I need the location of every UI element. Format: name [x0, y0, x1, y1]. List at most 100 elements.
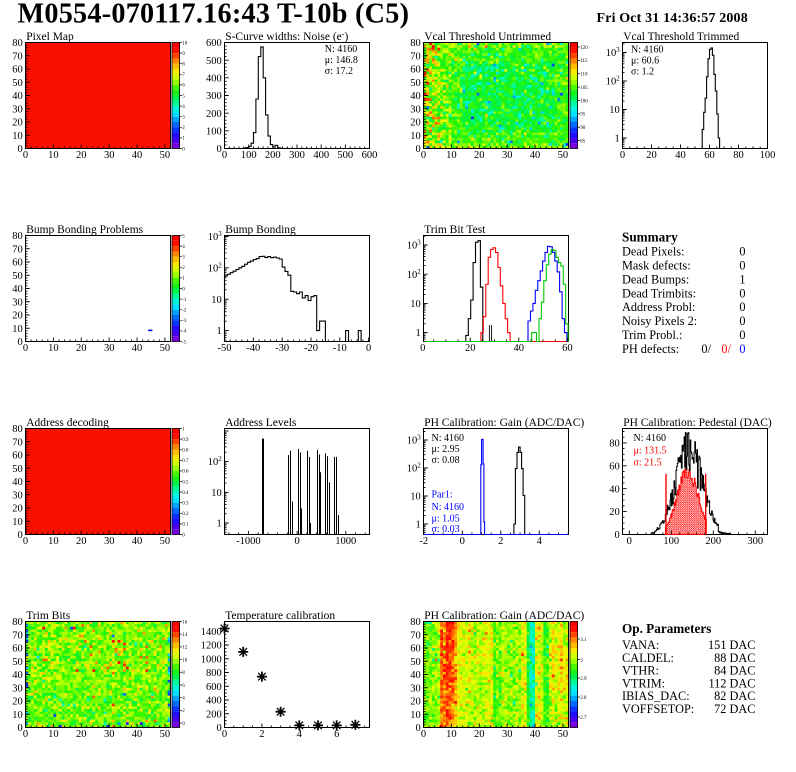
svg-text:9: 9	[182, 52, 185, 57]
svg-text:μ: 60.6: μ: 60.6	[631, 55, 659, 66]
svg-text:0: 0	[23, 343, 28, 354]
svg-text:μ: 146.8: μ: 146.8	[325, 55, 358, 66]
svg-text:10: 10	[12, 710, 23, 721]
svg-text:500: 500	[337, 150, 353, 161]
svg-text:σ: 17.2: σ: 17.2	[325, 66, 353, 77]
svg-text:Address Probl:: Address Probl:	[622, 300, 695, 314]
svg-text:σ: 21.5: σ: 21.5	[634, 458, 662, 469]
svg-text:300: 300	[747, 536, 763, 547]
svg-text:3: 3	[182, 116, 185, 121]
svg-text:2: 2	[182, 266, 185, 271]
svg-text:20: 20	[646, 150, 657, 161]
svg-text:400: 400	[206, 73, 222, 84]
svg-text:Pixel Map: Pixel Map	[26, 31, 74, 43]
svg-text:1: 1	[182, 277, 185, 282]
svg-text:20: 20	[465, 343, 476, 354]
svg-text:50: 50	[12, 271, 23, 282]
svg-text:M0554-070117.16:43 T-10b (C5): M0554-070117.16:43 T-10b (C5)	[18, 0, 410, 30]
svg-text:300: 300	[289, 150, 305, 161]
svg-text:600: 600	[206, 682, 222, 693]
svg-text:5: 5	[182, 234, 185, 239]
svg-text:10: 10	[48, 536, 59, 547]
svg-text:Trim Bit Test: Trim Bit Test	[424, 224, 486, 236]
svg-text:0: 0	[294, 536, 299, 547]
svg-text:0.1: 0.1	[182, 523, 189, 528]
svg-text:20: 20	[76, 343, 87, 354]
svg-text:102: 102	[407, 463, 422, 475]
svg-text:μ: 131.5: μ: 131.5	[634, 446, 667, 457]
svg-text:4: 4	[182, 105, 185, 110]
svg-text:30: 30	[502, 150, 513, 161]
svg-text:5: 5	[182, 94, 185, 99]
svg-text:Noisy Pixels 2:: Noisy Pixels 2:	[622, 314, 697, 328]
svg-text:70: 70	[12, 437, 23, 448]
svg-text:2: 2	[182, 709, 185, 714]
svg-text:1: 1	[415, 520, 420, 531]
svg-text:4: 4	[182, 245, 185, 250]
svg-text:-1000: -1000	[236, 536, 261, 547]
svg-text:-3: -3	[182, 319, 187, 324]
svg-text:100: 100	[663, 536, 679, 547]
svg-text:1: 1	[614, 134, 619, 145]
svg-text:20: 20	[474, 150, 485, 161]
svg-text:0.2: 0.2	[182, 512, 189, 517]
svg-text:-20: -20	[304, 343, 318, 354]
svg-text:4: 4	[297, 729, 303, 740]
svg-text:0: 0	[739, 245, 745, 259]
svg-text:1: 1	[182, 137, 185, 142]
svg-text:600: 600	[362, 150, 378, 161]
svg-text:-30: -30	[275, 343, 289, 354]
svg-text:102: 102	[208, 262, 223, 274]
svg-text:1: 1	[216, 326, 221, 337]
svg-text:Trim Probl.:: Trim Probl.:	[622, 328, 682, 342]
svg-text:100: 100	[241, 150, 257, 161]
svg-text:40: 40	[12, 91, 23, 102]
svg-text:0: 0	[614, 530, 619, 541]
svg-text:N: 4160: N: 4160	[631, 44, 664, 55]
svg-text:PH Calibration: Gain (ADC/DAC): PH Calibration: Gain (ADC/DAC)	[424, 417, 584, 429]
svg-text:σ: 1.2: σ: 1.2	[631, 66, 654, 77]
svg-text:Mask defects:: Mask defects:	[622, 259, 691, 273]
svg-text:Address decoding: Address decoding	[26, 417, 109, 429]
svg-text:Bump Bonding: Bump Bonding	[225, 224, 296, 236]
svg-text:10: 10	[182, 41, 188, 46]
svg-text:10: 10	[410, 299, 421, 310]
svg-text:-50: -50	[218, 343, 232, 354]
svg-text:0.3: 0.3	[182, 502, 189, 507]
svg-text:0: 0	[216, 723, 221, 734]
svg-text:1: 1	[182, 427, 185, 432]
svg-text:80: 80	[12, 38, 23, 49]
svg-text:S-Curve widths: Noise (e-): S-Curve widths: Noise (e-)	[225, 29, 348, 43]
svg-text:Temperature calibration: Temperature calibration	[225, 610, 335, 622]
svg-text:N: 4160: N: 4160	[432, 433, 465, 444]
svg-text:40: 40	[132, 536, 143, 547]
svg-text:-2: -2	[182, 309, 187, 314]
svg-text:1000: 1000	[335, 536, 356, 547]
svg-text:3: 3	[182, 256, 185, 261]
svg-text:300: 300	[206, 91, 222, 102]
svg-text:30: 30	[12, 490, 23, 501]
svg-text:30: 30	[104, 343, 115, 354]
svg-text:0: 0	[182, 287, 185, 292]
svg-text:μ: 2.95: μ: 2.95	[432, 444, 460, 455]
svg-text:2: 2	[259, 729, 264, 740]
svg-text:80: 80	[733, 150, 744, 161]
svg-text:10: 10	[446, 150, 457, 161]
svg-text:0: 0	[415, 144, 420, 155]
svg-text:0: 0	[17, 337, 22, 348]
svg-text:70: 70	[12, 51, 23, 62]
svg-text:0: 0	[739, 342, 745, 356]
svg-text:σ: 0.08: σ: 0.08	[432, 455, 460, 466]
svg-text:Dead Bumps:: Dead Bumps:	[622, 272, 689, 286]
svg-text:1200: 1200	[201, 641, 222, 652]
svg-text:20: 20	[12, 504, 23, 515]
svg-text:Par1:: Par1:	[432, 490, 453, 501]
svg-text:N: 4160: N: 4160	[634, 433, 667, 444]
svg-text:μ: 1.05: μ: 1.05	[432, 514, 460, 525]
svg-text:10: 10	[48, 150, 59, 161]
svg-text:600: 600	[206, 38, 222, 49]
svg-text:6: 6	[182, 84, 185, 89]
svg-text:100: 100	[580, 99, 588, 104]
svg-text:200: 200	[206, 109, 222, 120]
svg-text:40: 40	[530, 150, 541, 161]
